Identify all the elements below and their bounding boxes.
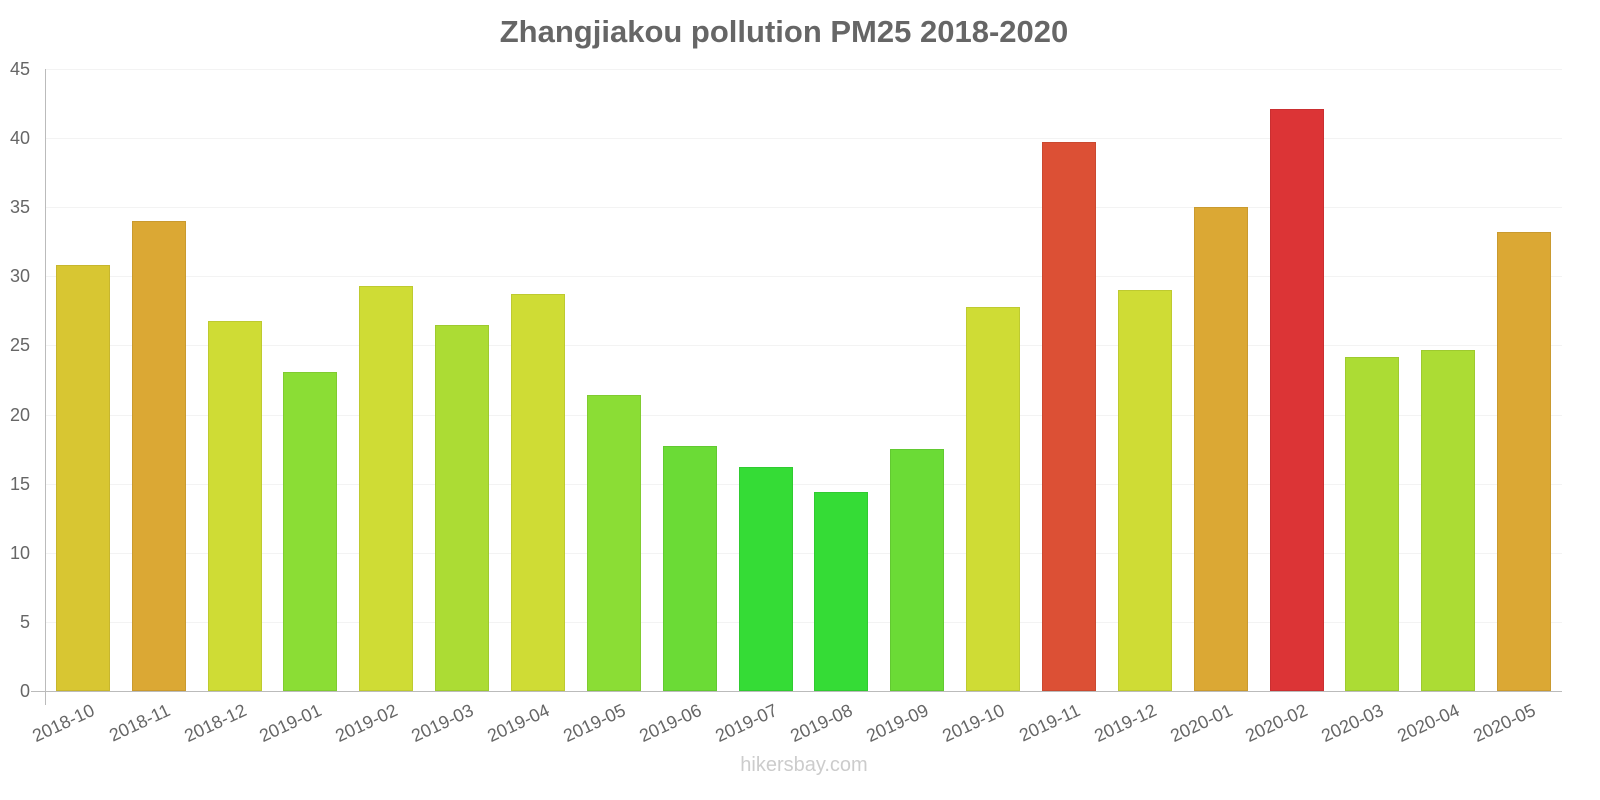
gridline	[45, 276, 1562, 278]
bar-2019-12[interactable]	[1117, 290, 1172, 691]
bar-2020-02[interactable]	[1269, 109, 1324, 691]
bar-2020-04[interactable]	[1421, 349, 1476, 691]
gridline	[45, 69, 1562, 70]
bar-2019-10[interactable]	[966, 306, 1021, 691]
y-tick-label: 0	[19, 681, 30, 701]
x-tick-label: 2019-03	[408, 700, 477, 747]
y-tick-label: 35	[9, 197, 30, 218]
x-tick-label: 2019-01	[256, 700, 325, 747]
bar-2019-11[interactable]	[1041, 142, 1096, 691]
y-tick-label: 30	[9, 266, 30, 287]
chart-title: Zhangjiakou pollution PM25 2018-2020	[499, 14, 1069, 49]
y-tick-label: 25	[9, 335, 30, 356]
bar-2019-03[interactable]	[435, 324, 490, 691]
y-tick-label: 15	[9, 473, 30, 494]
bar-2019-05[interactable]	[586, 395, 641, 691]
y-tick-label: 10	[9, 542, 30, 563]
x-tick-label: 2019-07	[711, 700, 781, 747]
y-tick-label: 20	[9, 404, 30, 425]
bar-2019-09[interactable]	[890, 449, 945, 691]
x-tick-label: 2019-11	[1016, 700, 1084, 746]
x-tick-label: 2020-04	[1394, 700, 1463, 747]
bar-2020-01[interactable]	[1193, 207, 1248, 691]
x-tick-label: 2020-03	[1318, 700, 1387, 747]
y-tick-label: 45	[9, 59, 30, 79]
watermark: hikersbay.com	[740, 754, 868, 776]
bar-2019-02[interactable]	[359, 286, 414, 691]
x-tick-label: 2020-02	[1242, 700, 1311, 747]
x-tick-label: 2019-08	[787, 700, 856, 747]
x-tick-label: 2020-05	[1470, 700, 1539, 747]
x-axis-line	[31, 691, 1562, 692]
x-tick-label: 2019-12	[1090, 700, 1160, 747]
bar-2019-04[interactable]	[511, 294, 566, 691]
bar-2019-07[interactable]	[738, 467, 793, 691]
plot-area	[45, 69, 1562, 691]
gridline	[45, 621, 1562, 623]
gridline	[45, 207, 1562, 209]
bar-2019-06[interactable]	[662, 446, 717, 691]
bar-2019-08[interactable]	[814, 491, 869, 691]
x-tick-label: 2019-10	[939, 700, 1008, 747]
x-tick-label: 2020-01	[1166, 700, 1236, 747]
bar-2020-03[interactable]	[1345, 356, 1400, 691]
x-tick-label: 2019-05	[560, 700, 629, 747]
y-axis-line	[45, 69, 46, 705]
gridline	[45, 552, 1562, 554]
x-tick-label: 2018-10	[29, 700, 98, 747]
gridline	[45, 414, 1562, 416]
gridline	[45, 483, 1562, 485]
bar-2018-10[interactable]	[55, 265, 110, 691]
bar-2018-11[interactable]	[131, 221, 186, 691]
x-tick-label: 2018-12	[180, 700, 250, 747]
bar-2020-05[interactable]	[1497, 232, 1552, 691]
x-tick-label: 2018-11	[106, 700, 174, 746]
x-tick-label: 2019-02	[332, 700, 401, 747]
gridline	[45, 138, 1562, 140]
x-tick-label: 2019-09	[863, 700, 932, 747]
x-tick-label: 2019-06	[635, 700, 705, 747]
bar-2019-01[interactable]	[283, 371, 338, 691]
bar-2018-12[interactable]	[207, 320, 262, 691]
y-tick-label: 5	[19, 611, 30, 632]
gridline	[45, 345, 1562, 347]
x-tick-label: 2019-04	[484, 700, 553, 747]
y-tick-label: 40	[9, 128, 30, 149]
